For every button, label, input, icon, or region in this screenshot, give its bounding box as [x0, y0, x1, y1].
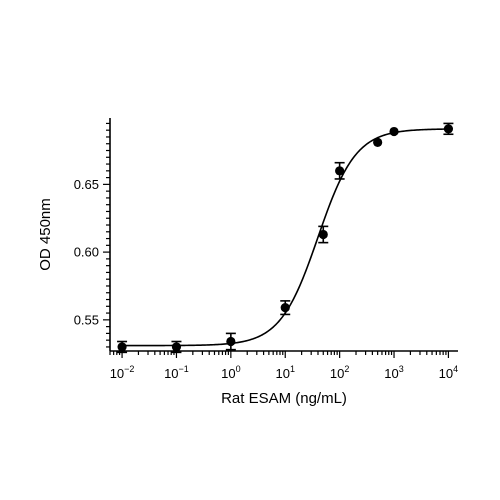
y-tick-label: 0.55 — [74, 312, 99, 327]
y-axis-title: OD 450nm — [37, 198, 54, 271]
data-point — [389, 126, 399, 137]
x-tick-label: 100 — [221, 364, 240, 381]
data-point — [318, 229, 328, 240]
data-point — [443, 124, 454, 134]
x-tick-label: 101 — [276, 364, 295, 381]
data-point — [171, 342, 182, 352]
data-point — [117, 342, 127, 352]
x-tick-label: 10−2 — [110, 364, 135, 381]
data-point — [280, 303, 290, 313]
x-tick-label: 104 — [439, 364, 458, 381]
data-point — [335, 166, 345, 176]
data-points-layer — [117, 122, 454, 354]
y-tick-label: 0.60 — [74, 245, 99, 260]
x-axis-title: Rat ESAM (ng/mL) — [221, 390, 347, 407]
y-tick-label: 0.65 — [74, 177, 99, 192]
x-tick-label: 103 — [384, 364, 403, 381]
data-point — [373, 137, 383, 147]
x-tick-label: 10−1 — [164, 364, 189, 381]
x-tick-label: 102 — [330, 364, 349, 381]
data-point — [226, 336, 236, 347]
axes: 0.55 0.60 0.65 10−2 10−1 100 101 102 103 104 — [74, 118, 458, 381]
